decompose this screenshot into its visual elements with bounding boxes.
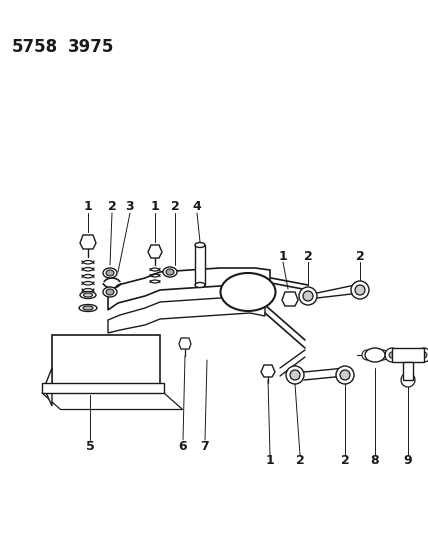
Text: 7: 7 — [201, 440, 209, 453]
Text: 8: 8 — [371, 455, 379, 467]
Circle shape — [421, 352, 427, 358]
Ellipse shape — [106, 270, 114, 276]
Polygon shape — [282, 292, 298, 306]
Ellipse shape — [83, 293, 92, 297]
Text: 2: 2 — [341, 455, 349, 467]
Bar — [403, 362, 413, 380]
Ellipse shape — [195, 243, 205, 247]
Text: 1: 1 — [266, 455, 274, 467]
Text: 4: 4 — [193, 200, 202, 214]
Circle shape — [389, 352, 395, 358]
Polygon shape — [108, 296, 265, 333]
Circle shape — [340, 370, 350, 380]
Ellipse shape — [220, 273, 276, 311]
Ellipse shape — [166, 269, 174, 275]
Ellipse shape — [83, 306, 93, 310]
Text: 2: 2 — [303, 249, 312, 262]
Ellipse shape — [103, 287, 117, 297]
Circle shape — [385, 348, 399, 362]
Circle shape — [362, 350, 372, 360]
Text: 1: 1 — [279, 249, 287, 262]
Ellipse shape — [106, 289, 114, 295]
Polygon shape — [80, 235, 96, 249]
Text: 3975: 3975 — [68, 38, 114, 56]
Polygon shape — [108, 268, 270, 310]
Ellipse shape — [163, 267, 177, 277]
Text: 5: 5 — [86, 440, 95, 453]
Polygon shape — [179, 338, 191, 349]
Circle shape — [336, 366, 354, 384]
Polygon shape — [261, 365, 275, 377]
Text: 1: 1 — [151, 200, 159, 214]
Ellipse shape — [365, 348, 385, 362]
Circle shape — [417, 348, 428, 362]
Polygon shape — [44, 368, 52, 406]
Text: 9: 9 — [404, 455, 412, 467]
Ellipse shape — [79, 304, 97, 311]
Bar — [42, 383, 164, 393]
Polygon shape — [148, 245, 162, 258]
Text: 2: 2 — [171, 200, 179, 214]
Circle shape — [286, 366, 304, 384]
Text: 2: 2 — [356, 249, 364, 262]
Ellipse shape — [80, 292, 96, 298]
Circle shape — [351, 281, 369, 299]
Text: 2: 2 — [296, 455, 304, 467]
Ellipse shape — [195, 282, 205, 287]
Text: 3: 3 — [126, 200, 134, 214]
Text: 2: 2 — [107, 200, 116, 214]
Circle shape — [290, 370, 300, 380]
Bar — [392, 348, 424, 362]
Text: 1: 1 — [83, 200, 92, 214]
Circle shape — [378, 350, 388, 360]
Ellipse shape — [103, 268, 117, 278]
Text: 6: 6 — [178, 440, 187, 453]
Circle shape — [401, 373, 415, 387]
Circle shape — [303, 291, 313, 301]
Circle shape — [299, 287, 317, 305]
Circle shape — [355, 285, 365, 295]
Text: 5758: 5758 — [12, 38, 58, 56]
Bar — [52, 335, 160, 387]
Bar — [195, 245, 205, 285]
